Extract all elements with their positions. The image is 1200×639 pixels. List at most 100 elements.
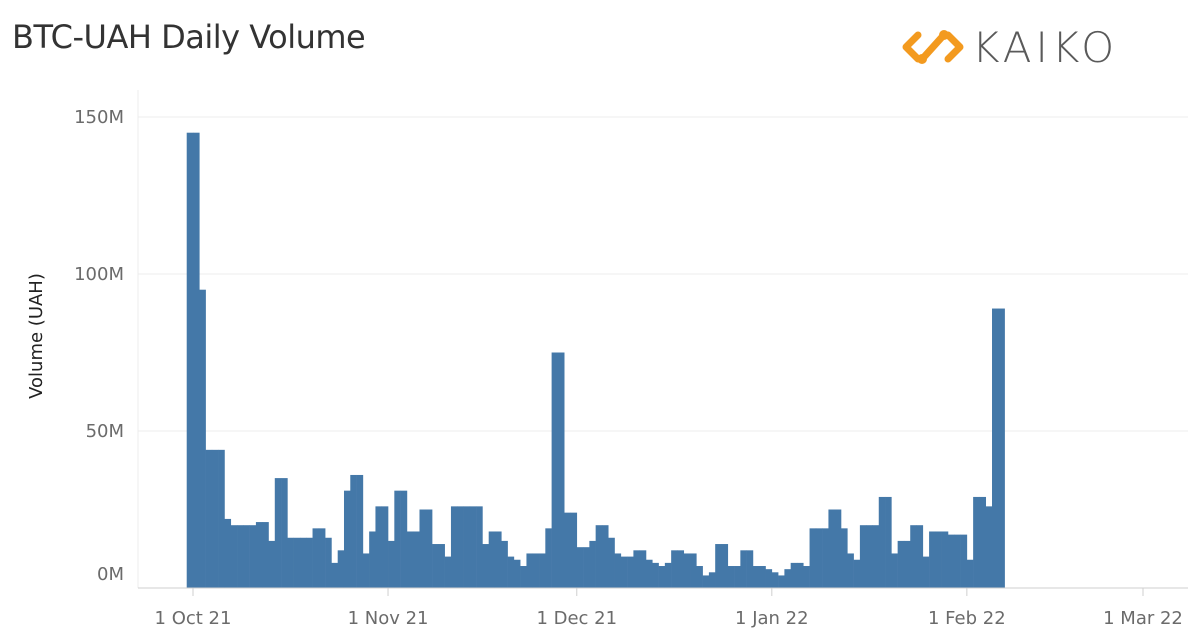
volume-bar <box>759 566 766 588</box>
volume-bar <box>916 525 924 588</box>
x-tick-label: 1 Nov 21 <box>348 608 429 629</box>
x-tick-label: 1 Mar 22 <box>1103 608 1183 629</box>
volume-bar <box>620 556 628 588</box>
volume-bar <box>853 559 861 588</box>
volume-bar <box>633 550 640 588</box>
volume-bar <box>350 474 357 588</box>
volume-bar <box>343 490 351 588</box>
volume-bar <box>947 534 955 588</box>
volume-bar <box>708 572 716 588</box>
volume-bar <box>645 559 653 588</box>
volume-bar <box>306 537 313 588</box>
volume-bar <box>683 553 691 588</box>
volume-bar <box>690 553 697 588</box>
bars <box>186 132 1005 588</box>
volume-bar <box>545 528 552 588</box>
volume-bar <box>627 556 634 588</box>
volume-bar <box>841 528 848 588</box>
volume-bar <box>224 518 232 588</box>
volume-bar <box>230 525 238 588</box>
volume-bar <box>557 352 565 588</box>
volume-bar <box>381 506 389 588</box>
volume-bar <box>973 496 980 588</box>
volume-bar <box>664 562 672 588</box>
volume-bar <box>891 553 898 588</box>
volume-bar <box>576 547 584 588</box>
volume-bar <box>614 553 622 588</box>
volume-bar <box>262 522 269 588</box>
volume-bar <box>822 528 829 588</box>
volume-bar <box>752 566 760 588</box>
y-tick-label: 0M <box>97 564 124 585</box>
volume-bar <box>639 550 647 588</box>
y-tick-label: 50M <box>86 421 124 442</box>
x-axis-ticks: 1 Oct 21 1 Nov 21 1 Dec 21 1 Jan 22 1 Feb 22… <box>155 588 1183 629</box>
volume-bar <box>318 528 326 588</box>
volume-bar <box>809 528 817 588</box>
volume-bar <box>293 537 301 588</box>
x-tick-label: 1 Oct 21 <box>155 608 232 629</box>
volume-bar <box>199 289 206 588</box>
volume-bar <box>526 553 534 588</box>
volume-bar <box>476 506 483 588</box>
volume-bar <box>425 509 433 588</box>
volume-bar <box>790 562 798 588</box>
y-axis-label: Volume (UAH) <box>26 273 47 399</box>
volume-bar <box>482 544 489 588</box>
kaiko-logo: KAIKO <box>900 22 1118 72</box>
volume-bar <box>696 566 703 588</box>
volume-bar <box>998 308 1005 588</box>
volume-bar <box>463 506 471 588</box>
volume-bar <box>828 509 836 588</box>
volume-bar <box>903 540 911 588</box>
x-tick-label: 1 Jan 22 <box>735 608 809 629</box>
volume-bar <box>765 569 773 588</box>
volume-bar <box>501 540 508 588</box>
volume-bar <box>796 562 804 588</box>
volume-bar <box>507 556 515 588</box>
volume-bar <box>746 550 754 588</box>
volume-bar <box>727 566 735 588</box>
volume-bar <box>394 490 401 588</box>
volume-bar <box>815 528 823 588</box>
volume-bar <box>985 506 993 588</box>
volume-bar <box>784 569 791 588</box>
x-tick-label: 1 Feb 22 <box>928 608 1006 629</box>
volume-bar <box>601 525 609 588</box>
volume-bar <box>941 531 949 588</box>
volume-bar <box>847 553 854 588</box>
volume-bar <box>520 566 527 588</box>
volume-bar <box>211 449 219 588</box>
volume-bar <box>715 544 722 588</box>
volume-bar <box>539 553 546 588</box>
volume-bar <box>488 531 496 588</box>
volume-bar <box>551 352 559 588</box>
volume-bar <box>570 512 578 588</box>
y-axis-ticks: 0M 50M 100M 150M <box>74 107 124 585</box>
volume-bar <box>287 537 294 588</box>
volume-bar <box>589 540 596 588</box>
volume-bar <box>450 506 458 588</box>
volume-bar <box>369 531 376 588</box>
volume-bar <box>564 512 571 588</box>
volume-bar <box>400 490 408 588</box>
grid-lines <box>137 90 1188 589</box>
volume-bar <box>457 506 464 588</box>
volume-bar <box>469 506 477 588</box>
volume-bar <box>771 572 779 588</box>
volume-bar <box>205 449 213 588</box>
volume-bar <box>494 531 502 588</box>
volume-bar <box>419 509 427 588</box>
volume-bar <box>186 132 194 588</box>
volume-bar <box>243 525 250 588</box>
volume-bar <box>312 528 320 588</box>
x-tick-label: 1 Dec 21 <box>536 608 617 629</box>
volume-bar <box>356 474 364 588</box>
volume-bar <box>432 544 439 588</box>
volume-bar <box>237 525 244 588</box>
logo-text: KAIKO <box>972 22 1119 72</box>
volume-bar <box>859 525 867 588</box>
volume-bar <box>362 553 370 588</box>
volume-bar <box>406 531 414 588</box>
